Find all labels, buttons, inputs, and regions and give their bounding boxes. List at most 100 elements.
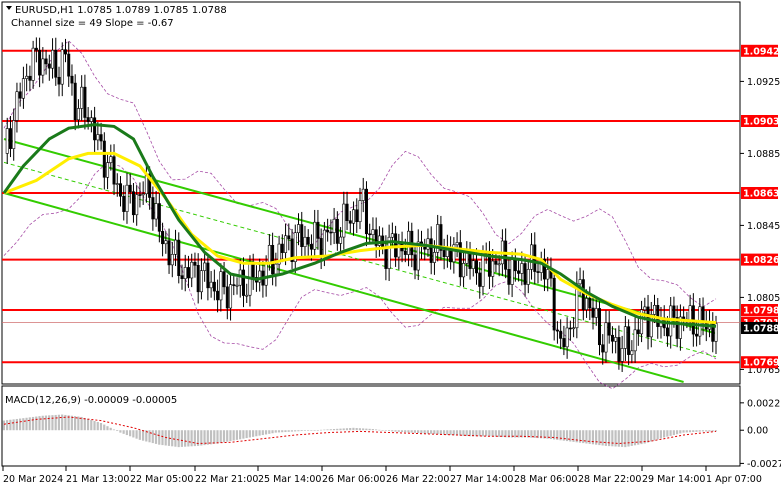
macd-hist-bar — [614, 430, 617, 447]
macd-hist-bar — [145, 430, 148, 442]
macd-hist-bar — [190, 430, 193, 447]
candle-body — [170, 254, 174, 266]
channel-upper-line — [3, 138, 717, 335]
macd-hist-bar — [54, 414, 57, 431]
macd-hist-bar — [6, 420, 9, 431]
macd-hist-bar — [206, 430, 209, 445]
macd-hist-bar — [2, 420, 5, 431]
candle-body — [322, 229, 326, 257]
candle-body — [54, 49, 58, 78]
candle-body — [193, 261, 197, 266]
macd-hist-bar — [31, 416, 35, 431]
candle-body — [8, 128, 12, 149]
candle-body — [342, 203, 346, 238]
macd-hist-bar — [433, 430, 436, 435]
macd-hist-bar — [549, 430, 552, 440]
candle-body — [517, 270, 521, 274]
macd-panel[interactable] — [2, 414, 717, 448]
candle-body — [12, 120, 16, 149]
macd-hist-bar — [358, 428, 361, 431]
candle-body — [436, 224, 440, 253]
macd-hist-bar — [420, 430, 423, 434]
macd-hist-bar — [196, 430, 200, 446]
macd-hist-bar — [653, 430, 656, 441]
candle-body — [199, 270, 203, 293]
candle-body — [15, 91, 19, 121]
candle-body — [601, 344, 605, 353]
macd-hist-bar — [332, 429, 336, 431]
macd-hist-bar — [650, 430, 653, 442]
candle-body — [352, 209, 356, 224]
macd-hist-bar — [507, 430, 510, 438]
macd-hist-bar — [582, 430, 585, 444]
macd-hist-bar — [281, 430, 284, 433]
candle-body — [131, 191, 135, 216]
macd-hist-bar — [18, 418, 22, 431]
candle-body — [241, 269, 245, 296]
macd-hist-bar — [711, 430, 714, 432]
macd-hist-bar — [119, 430, 122, 433]
candle-body — [695, 333, 699, 337]
candle-body — [675, 317, 679, 339]
macd-hist-bar — [630, 430, 633, 446]
current-price-tag: 1.0788 — [743, 324, 780, 335]
candle-body — [135, 194, 139, 216]
macd-hist-bar — [235, 430, 239, 440]
candle-body — [148, 173, 152, 198]
macd-hist-bar — [161, 430, 164, 446]
macd-hist-bar — [255, 430, 258, 437]
macd-hist-bar — [442, 430, 446, 435]
candle-body — [649, 314, 653, 338]
macd-label: MACD(12,26,9) -0.00009 -0.00005 — [5, 395, 177, 406]
candle-body — [672, 305, 676, 318]
time-tick-label: 27 Mar 14:00 — [450, 474, 513, 485]
level-tag-1.0942-bg — [741, 44, 778, 57]
macd-hist-bar — [125, 430, 128, 436]
candle-body — [154, 203, 158, 220]
macd-hist-bar — [397, 430, 400, 432]
macd-hist-bar — [12, 419, 15, 431]
macd-signal-line — [3, 416, 717, 445]
candle-body — [504, 240, 508, 270]
macd-hist-bar — [93, 420, 96, 431]
channel-lower-line — [3, 192, 684, 383]
macd-hist-bar — [271, 430, 274, 434]
macd-hist-bar — [258, 430, 261, 436]
price-tick-label: 1.0805 — [747, 293, 780, 304]
time-tick-label: 28 Mar 22:00 — [578, 474, 641, 485]
macd-hist-bar — [96, 421, 99, 431]
candle-body — [523, 263, 527, 285]
macd-hist-bar — [523, 430, 527, 438]
macd-hist-bar — [141, 430, 145, 441]
candle-body — [274, 263, 278, 275]
macd-hist-bar — [472, 430, 475, 437]
candle-body — [18, 91, 22, 99]
candle-body — [125, 184, 129, 212]
macd-hist-bar — [400, 430, 404, 433]
macd-hist-bar — [705, 430, 708, 432]
macd-hist-bar — [488, 430, 491, 437]
macd-hist-bar — [28, 417, 31, 431]
macd-hist-bar — [475, 430, 478, 437]
candle-body — [51, 49, 55, 69]
time-tick-label: 1 Apr 07:00 — [706, 474, 762, 485]
macd-hist-bar — [465, 430, 468, 437]
macd-hist-bar — [355, 428, 358, 431]
candle-body — [290, 238, 294, 263]
candle-body — [581, 279, 585, 310]
macd-hist-bar — [323, 429, 326, 431]
candle-body — [368, 233, 372, 236]
candle-body — [102, 140, 106, 178]
macd-hist-bar — [595, 430, 598, 445]
main-price-panel[interactable] — [2, 37, 740, 390]
candle-body — [235, 284, 239, 287]
time-tick-label: 22 Mar 21:00 — [195, 474, 258, 485]
candle-body — [93, 117, 97, 141]
candle-body — [491, 260, 495, 277]
price-tick-label: 1.0925 — [747, 77, 780, 88]
macd-hist-bar — [245, 430, 248, 439]
macd-hist-bar — [417, 430, 420, 434]
symbol-info: EURUSD,H1 1.0785 1.0789 1.0785 1.0788 — [15, 5, 227, 16]
candle-body — [462, 263, 466, 278]
candle-body — [678, 316, 682, 339]
